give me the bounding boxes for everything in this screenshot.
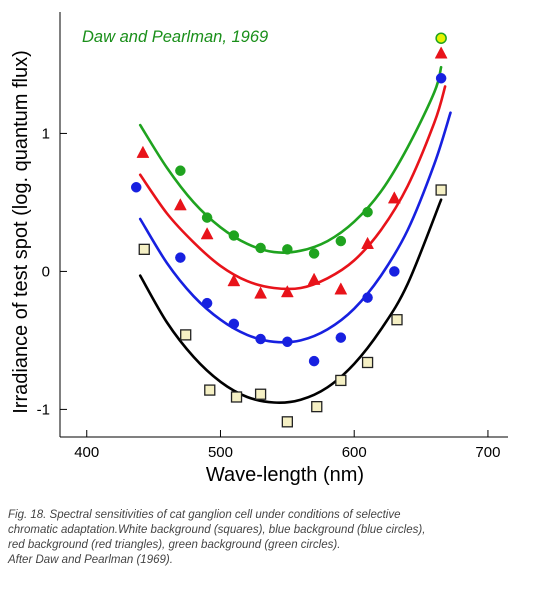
chart-title: Daw and Pearlman, 1969	[82, 28, 268, 46]
circle-point	[175, 252, 186, 263]
square-point	[335, 374, 347, 387]
triangle-point	[173, 198, 187, 211]
fit-curve-2	[138, 111, 452, 344]
square-point	[391, 314, 403, 326]
triangle-point	[334, 282, 348, 295]
square-point	[254, 388, 267, 400]
triangle-point	[387, 191, 401, 204]
circle-point	[255, 242, 266, 254]
y-tick-label: 1	[42, 125, 50, 142]
figure-caption: Fig. 18. Spectral sensitivities of cat g…	[8, 508, 528, 568]
circle-point	[308, 355, 320, 367]
caption-line-3: red background (red triangles), green ba…	[8, 539, 341, 551]
x-tick-label: 600	[342, 444, 367, 461]
triangle-point	[280, 285, 294, 298]
y-tick-label: -1	[37, 401, 50, 418]
square-point	[138, 243, 150, 255]
circle-point	[130, 181, 142, 193]
fit-curve-0	[138, 65, 443, 254]
triangle-point	[254, 286, 268, 299]
y-axis-label: Irradiance of test spot (log. quantum fl…	[10, 50, 32, 414]
circle-point	[228, 230, 240, 241]
y-tick-label: 0	[42, 263, 50, 280]
triangle-point	[361, 236, 374, 249]
circle-point	[362, 206, 373, 218]
x-tick-label: 700	[475, 444, 500, 461]
triangle-point	[227, 274, 241, 287]
triangle-point	[136, 145, 150, 158]
caption-line-4: After Daw and Pearlman (1969).	[8, 554, 173, 566]
square-point	[230, 391, 243, 403]
triangle-point	[434, 46, 448, 59]
caption-line-1: Fig. 18. Spectral sensitivities of cat g…	[8, 509, 401, 521]
triangle-point	[200, 227, 214, 240]
x-axis-label: Wave-length (nm)	[206, 464, 364, 486]
circle-point	[335, 235, 347, 247]
circle-point	[175, 165, 186, 176]
square-point	[361, 356, 374, 369]
circle-point	[201, 297, 213, 309]
circle-point	[201, 212, 213, 223]
triangle-point	[307, 272, 321, 285]
circle-point	[389, 266, 400, 277]
circle-point	[362, 292, 373, 303]
x-tick-label: 500	[208, 444, 233, 461]
circle-point	[335, 332, 347, 343]
square-point	[311, 400, 323, 413]
x-tick-label: 400	[74, 444, 99, 461]
spectral-sensitivity-chart: Daw and Pearlman, 1969 Irradiance of tes…	[10, 12, 508, 486]
circle-point	[308, 248, 320, 259]
square-point	[435, 184, 447, 196]
caption-line-2: chromatic adaptation.White background (s…	[8, 524, 426, 536]
circle-point	[282, 336, 293, 348]
square-point	[281, 416, 293, 428]
circle-point	[435, 72, 447, 84]
circle-point	[435, 32, 447, 44]
circle-point	[282, 244, 293, 255]
square-point	[204, 384, 216, 396]
circle-point	[228, 318, 240, 330]
circle-point	[255, 333, 266, 345]
fit-curve-3	[138, 198, 443, 404]
square-point	[180, 329, 192, 341]
fit-curve-1	[138, 85, 447, 291]
